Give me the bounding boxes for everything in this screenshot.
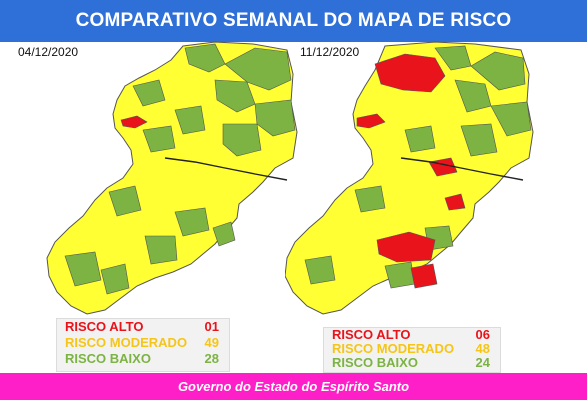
high-risk-region xyxy=(374,53,446,93)
legend-label: RISCO BAIXO xyxy=(65,351,151,366)
low-risk-region xyxy=(100,263,130,295)
legend-row-moderate: RISCO MODERADO 49 xyxy=(57,335,229,351)
low-risk-region xyxy=(108,185,142,217)
legend-label: RISCO ALTO xyxy=(65,319,144,334)
low-risk-region xyxy=(222,123,262,157)
low-risk-region xyxy=(384,261,416,289)
high-risk-region xyxy=(444,193,466,211)
legend-label: RISCO MODERADO xyxy=(65,335,188,350)
high-risk-region xyxy=(120,115,148,129)
low-risk-region xyxy=(142,125,176,153)
legend-row-high: RISCO ALTO 06 xyxy=(324,328,500,342)
low-risk-region xyxy=(490,101,532,137)
footer-text: Governo do Estado do Espírito Santo xyxy=(177,379,410,394)
low-risk-region xyxy=(184,43,226,73)
low-risk-region xyxy=(174,105,206,135)
legend-label: RISCO MODERADO xyxy=(332,341,455,356)
low-risk-region xyxy=(460,123,498,157)
legend-value: 24 xyxy=(475,355,490,370)
high-risk-region xyxy=(410,263,438,289)
risk-map-right xyxy=(285,41,534,315)
low-risk-region xyxy=(354,185,386,213)
legend-row-low: RISCO BAIXO 24 xyxy=(324,356,500,370)
legend-right: RISCO ALTO 06 RISCO MODERADO 48 RISCO BA… xyxy=(323,327,501,373)
legend-value: 28 xyxy=(204,351,219,366)
risk-map-left xyxy=(46,41,298,315)
legend-left: RISCO ALTO 01 RISCO MODERADO 49 RISCO BA… xyxy=(56,318,230,372)
river xyxy=(400,157,524,181)
legend-row-low: RISCO BAIXO 28 xyxy=(57,351,229,367)
river xyxy=(164,157,288,181)
low-risk-region xyxy=(304,255,336,285)
low-risk-region xyxy=(214,79,256,113)
map-date-right: 11/12/2020 xyxy=(300,45,360,59)
legend-row-high: RISCO ALTO 01 xyxy=(57,319,229,335)
high-risk-region xyxy=(356,113,386,129)
footer-banner: Governo do Estado do Espírito Santo xyxy=(0,373,587,400)
legend-row-moderate: RISCO MODERADO 48 xyxy=(324,342,500,356)
legend-value: 49 xyxy=(204,335,219,350)
legend-value: 48 xyxy=(475,341,490,356)
low-risk-region xyxy=(470,51,526,91)
low-risk-region xyxy=(212,221,236,247)
high-risk-region xyxy=(376,231,436,263)
low-risk-region xyxy=(132,79,166,107)
legend-value: 06 xyxy=(475,327,490,342)
map-date-left: 04/12/2020 xyxy=(18,45,79,59)
legend-value: 01 xyxy=(204,319,219,334)
page-title: COMPARATIVO SEMANAL DO MAPA DE RISCO xyxy=(75,10,512,31)
header-banner: COMPARATIVO SEMANAL DO MAPA DE RISCO xyxy=(0,0,587,42)
low-risk-region xyxy=(64,251,102,287)
low-risk-region xyxy=(404,125,436,153)
legend-label: RISCO BAIXO xyxy=(332,355,418,370)
low-risk-region xyxy=(254,99,296,137)
low-risk-region xyxy=(174,207,210,237)
low-risk-region xyxy=(144,235,178,265)
legend-label: RISCO ALTO xyxy=(332,327,411,342)
